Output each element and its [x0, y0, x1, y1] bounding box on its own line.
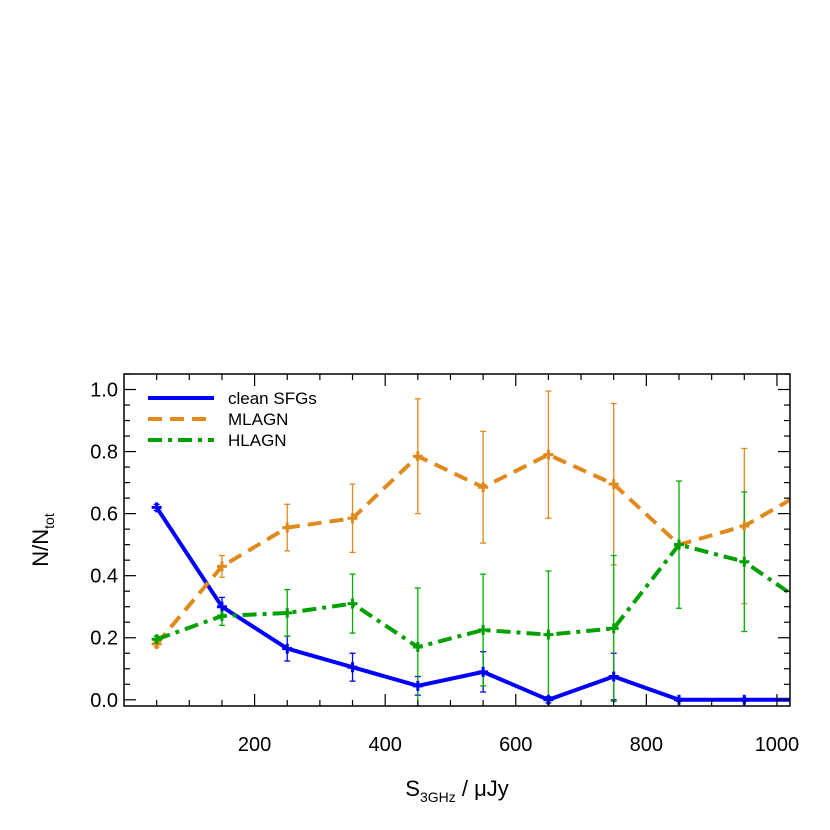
x-tick-label: 800 [630, 734, 663, 756]
hlagn-point [282, 607, 293, 618]
legend-label-clean-sfgs: clean SFGs [228, 389, 317, 408]
x-tick-label: 600 [499, 734, 532, 756]
legend-label-hlagn: HLAGN [228, 431, 287, 450]
y-tick-label: 0.8 [90, 442, 118, 464]
mlagn-point [347, 513, 358, 524]
hlagn-point [151, 634, 162, 645]
mlagn-point [543, 449, 554, 460]
mlagn-point [608, 479, 619, 490]
axis-titles: S3GHz / μJy N/Ntot [28, 513, 509, 805]
mlagn-point [412, 451, 423, 462]
plot-frame [123, 373, 791, 707]
clean-sfgs-point [216, 601, 227, 612]
hlagn-point [739, 556, 750, 567]
clean-sfgs-point [412, 680, 423, 691]
y-tick-label: 1.0 [90, 380, 118, 402]
clean-sfgs-point [151, 502, 162, 513]
clean-sfgs-point [282, 643, 293, 654]
mlagn-point [282, 522, 293, 533]
markers [151, 449, 750, 705]
legend: clean SFGs MLAGN HLAGN [148, 389, 317, 450]
y-tick-label: 0.0 [90, 690, 118, 712]
hlagn-point [478, 624, 489, 635]
x-tick-label: 400 [368, 734, 401, 756]
clean-sfgs-point [478, 666, 489, 677]
mlagn-point [739, 521, 750, 532]
y-tick-label: 0.2 [90, 628, 118, 650]
hlagn-point [543, 629, 554, 640]
hlagn-line [155, 542, 790, 650]
hlagn-point [412, 642, 423, 653]
x-tick-label: 200 [238, 734, 271, 756]
y-axis-title: N/Ntot [28, 513, 57, 567]
legend-label-mlagn: MLAGN [228, 410, 288, 429]
mlagn-point [216, 561, 227, 572]
hlagn-point [347, 598, 358, 609]
y-tick-label: 0.4 [90, 566, 118, 588]
hlagn-point [608, 623, 619, 634]
clean-sfgs-point [608, 671, 619, 682]
x-axis-title: S3GHz / μJy [405, 776, 509, 805]
x-tick-label: 1000 [755, 734, 800, 756]
axes [123, 373, 791, 707]
hlagn-point [216, 611, 227, 622]
clean-sfgs-point [347, 662, 358, 673]
mlagn-point [478, 482, 489, 493]
hlagn-point [674, 539, 684, 550]
y-tick-label: 0.6 [90, 504, 118, 526]
tick-labels: 200 400 600 800 1000 0.0 0.2 0.4 0.6 0.8 1.0 [90, 380, 799, 756]
